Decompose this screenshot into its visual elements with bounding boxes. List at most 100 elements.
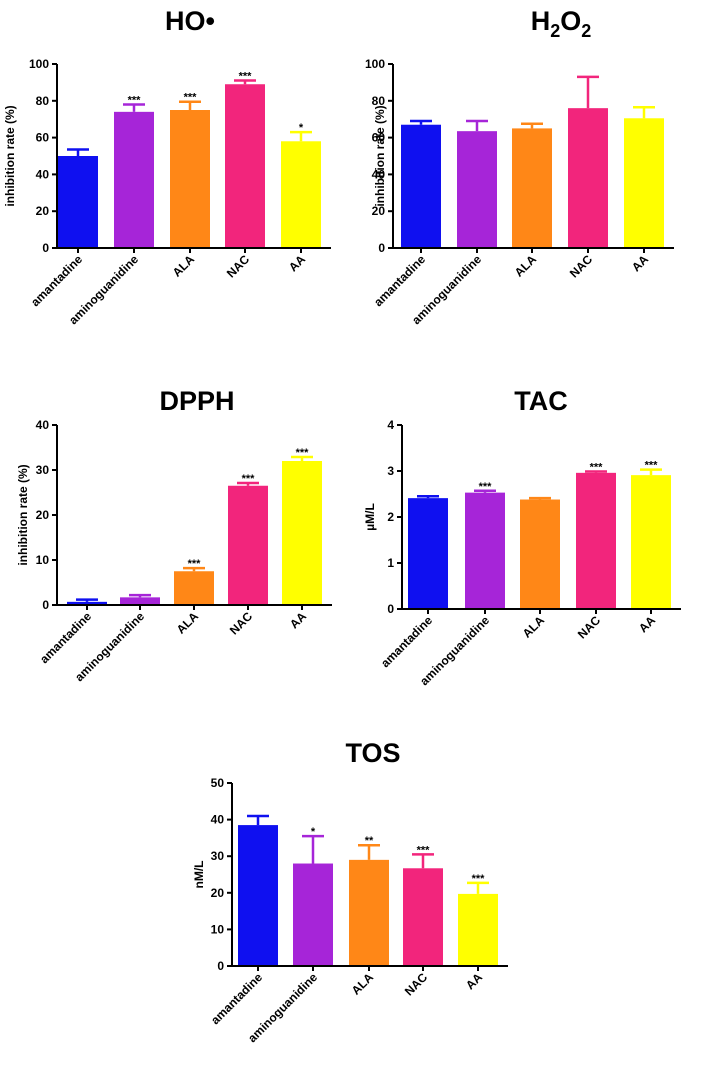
significance-label: ***: [590, 461, 604, 473]
chart-5: TOSnM/L01020304050amantadine*aminoguanid…: [192, 738, 508, 1045]
bar-NAC: [228, 485, 268, 604]
category-label: ALA: [174, 609, 202, 637]
y-tick-label: 80: [36, 94, 50, 108]
chart-title: H2O2: [531, 6, 592, 41]
y-tick-label: 50: [211, 776, 225, 790]
y-tick-label: 80: [372, 94, 386, 108]
significance-label: ***: [479, 481, 493, 493]
significance-label: ***: [417, 844, 431, 856]
y-tick-label: 40: [211, 813, 225, 827]
category-label: amantadine: [378, 613, 435, 670]
y-tick-label: 0: [42, 241, 49, 255]
category-label: NAC: [402, 970, 431, 999]
chart-title: HO•: [165, 6, 215, 36]
category-label: amantadine: [28, 252, 85, 309]
y-tick-label: 20: [372, 204, 386, 218]
y-tick-label: 10: [211, 922, 225, 936]
bar-NAC: [576, 472, 616, 608]
significance-label: ***: [239, 71, 253, 83]
category-label: AA: [287, 609, 309, 631]
y-tick-label: 60: [36, 131, 50, 145]
bar-AA: [282, 461, 322, 604]
significance-label: ***: [188, 558, 202, 570]
y-axis-label: nM/L: [192, 861, 206, 889]
bar-amantadine: [401, 124, 441, 247]
category-label: ALA: [520, 613, 548, 641]
bar-aminoguanidine: [293, 863, 333, 965]
category-label: AA: [463, 970, 485, 992]
category-label: AA: [629, 252, 651, 274]
bar-AA: [458, 893, 498, 965]
category-label: AA: [636, 613, 658, 635]
y-tick-label: 100: [29, 57, 49, 71]
bar-aminoguanidine: [465, 492, 505, 608]
bar-AA: [631, 475, 671, 608]
y-tick-label: 30: [211, 849, 225, 863]
y-tick-label: 0: [217, 959, 224, 973]
chart-title: DPPH: [159, 386, 234, 416]
y-tick-label: 20: [211, 886, 225, 900]
bar-aminoguanidine: [120, 597, 160, 604]
significance-label: *: [311, 826, 316, 838]
significance-label: ***: [184, 92, 198, 104]
significance-label: ***: [128, 94, 142, 106]
category-label: ALA: [170, 252, 198, 280]
chart-title: TAC: [514, 386, 568, 416]
category-label: NAC: [224, 252, 253, 281]
y-tick-label: 3: [387, 464, 394, 478]
chart-2: H2O2 inhibition rate (%) 0 20 40 60 80 100 amant…: [365, 6, 674, 327]
significance-label: **: [365, 835, 374, 847]
y-tick-label: 30: [36, 463, 50, 477]
y-tick-label: 10: [36, 553, 50, 567]
y-tick-label: 40: [372, 167, 386, 181]
category-label: AA: [286, 252, 308, 274]
y-axis-label: inhibition rate (%): [3, 105, 17, 206]
bar-NAC: [403, 868, 443, 965]
y-tick-label: 20: [36, 204, 50, 218]
category-label: amantadine: [371, 252, 428, 309]
bar-AA: [281, 141, 321, 247]
y-tick-label: 20: [36, 508, 50, 522]
category-label: amantadine: [37, 609, 94, 666]
bar-aminoguanidine: [457, 131, 497, 247]
y-tick-label: 40: [36, 167, 50, 181]
significance-label: ***: [472, 873, 486, 885]
y-tick-label: 60: [372, 131, 386, 145]
bar-NAC: [225, 84, 265, 248]
bar-amantadine: [67, 601, 107, 604]
y-axis-label: inhibition rate (%): [16, 464, 30, 565]
bar-amantadine: [408, 498, 448, 608]
significance-label: ***: [296, 447, 310, 459]
y-tick-label: 1: [387, 556, 394, 570]
chart-1: HO• inhibition rate (%) 0 20 40 60 80 100 amanta…: [3, 6, 331, 327]
y-axis-label: µM/L: [363, 503, 377, 531]
bar-aminoguanidine: [114, 111, 154, 247]
y-tick-label: 0: [378, 241, 385, 255]
bar-NAC: [568, 108, 608, 247]
chart-3: DPPH inhibition rate (%) 0 10 20 30 40 amantadi…: [16, 386, 332, 684]
category-label: NAC: [575, 613, 604, 642]
y-tick-label: 100: [365, 57, 385, 71]
category-label: ALA: [349, 970, 377, 998]
bar-ALA: [349, 859, 389, 965]
bar-ALA: [512, 128, 552, 247]
chart-title: TOS: [345, 738, 400, 768]
category-label: amantadine: [208, 970, 265, 1027]
bar-amantadine: [238, 825, 278, 965]
bar-ALA: [520, 499, 560, 608]
y-tick-label: 2: [387, 510, 394, 524]
category-label: NAC: [567, 252, 596, 281]
bar-ALA: [174, 571, 214, 604]
y-tick-label: 0: [42, 598, 49, 612]
category-label: NAC: [227, 609, 256, 638]
y-tick-label: 4: [387, 418, 394, 432]
y-tick-label: 40: [36, 418, 50, 432]
y-tick-label: 0: [387, 602, 394, 616]
significance-label: ***: [645, 460, 659, 472]
significance-label: *: [299, 122, 304, 134]
category-label: ALA: [512, 252, 540, 280]
bar-amantadine: [58, 156, 98, 247]
significance-label: ***: [242, 473, 256, 485]
